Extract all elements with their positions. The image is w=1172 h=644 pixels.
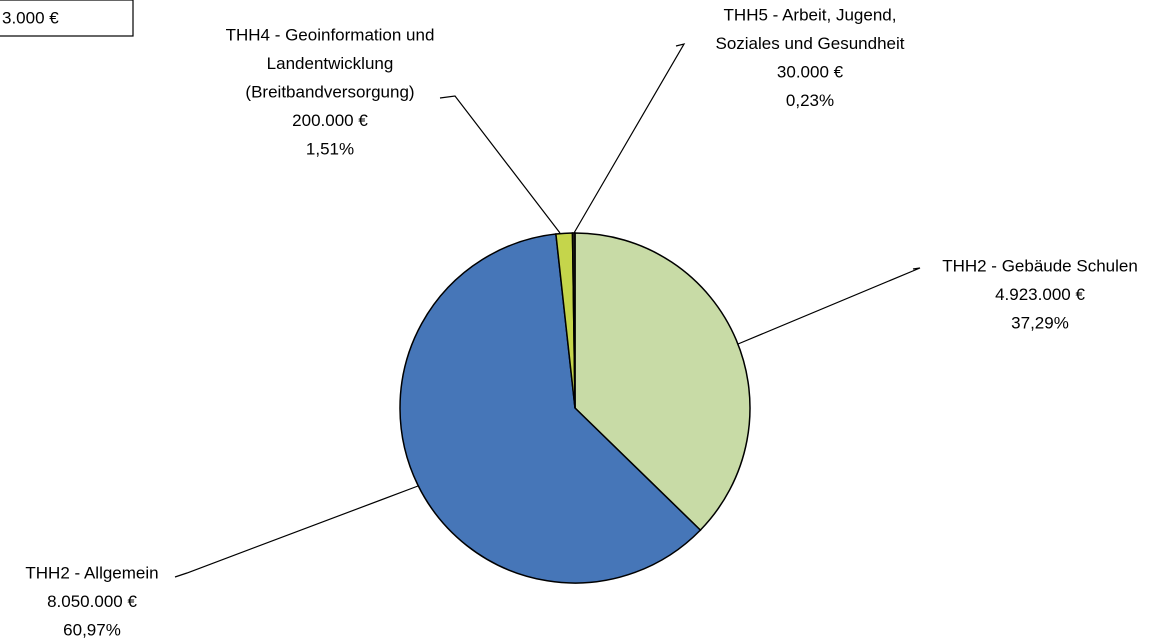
data-label-amount: 200.000 €: [292, 111, 368, 130]
data-label-percent: 0,23%: [786, 91, 834, 110]
annotation-box: [0, 0, 134, 37]
leader-line: [573, 43, 686, 234]
data-label-category: (Breitbandversorgung): [245, 82, 414, 101]
data-label-amount: 30.000 €: [777, 62, 844, 81]
leader-line: [439, 95, 561, 234]
leader-line: [737, 267, 921, 345]
pie-slice: [399, 233, 702, 584]
data-label-category: THH2 - Allgemein: [25, 563, 158, 582]
data-label-amount: 8.050.000 €: [47, 592, 137, 611]
data-label-percent: 1,51%: [306, 139, 354, 158]
annotation: 3.000 €: [2, 8, 59, 27]
data-label-percent: 37,29%: [1011, 313, 1069, 332]
pie-slice: [574, 232, 751, 532]
data-label-category: THH5 - Arbeit, Jugend,: [724, 5, 897, 24]
data-label-category: Landentwicklung: [267, 54, 394, 73]
data-label-category: Soziales und Gesundheit: [715, 34, 904, 53]
data-label-category: THH2 - Gebäude Schulen: [942, 256, 1138, 275]
data-label-category: THH4 - Geoinformation und: [226, 25, 435, 44]
leader-line: [174, 485, 419, 578]
data-label-percent: 60,97%: [63, 620, 121, 639]
data-label-amount: 4.923.000 €: [995, 285, 1085, 304]
pie-slice: [571, 232, 576, 409]
